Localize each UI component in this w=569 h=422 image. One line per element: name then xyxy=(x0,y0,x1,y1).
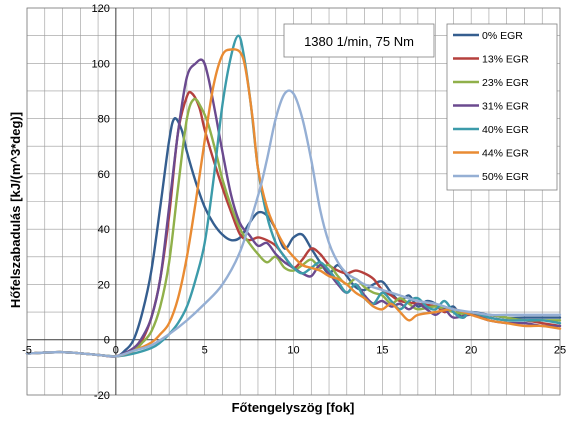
y-tick-label: 100 xyxy=(91,58,109,70)
x-tick-label: 5 xyxy=(202,345,208,357)
plot-area-border xyxy=(26,7,561,396)
legend-box xyxy=(446,23,558,191)
x-tick-label: -5 xyxy=(22,345,32,357)
legend: 0% EGR 13% EGR 23% EGR 31% EGR 40% EGR 44% EG… xyxy=(446,23,558,191)
series-line-50-egr xyxy=(25,89,562,358)
legend-label: 40% EGR xyxy=(482,124,529,136)
y-tick-label: 120 xyxy=(91,3,109,15)
y-tick-label: 40 xyxy=(98,224,110,236)
series-line-40-egr xyxy=(25,34,562,358)
legend-label: 44% EGR xyxy=(482,148,529,160)
y-tick-label: 20 xyxy=(98,279,110,291)
legend-label: 23% EGR xyxy=(482,77,529,89)
x-tick-label: 25 xyxy=(554,345,566,357)
x-tick-label: 0 xyxy=(113,345,119,357)
annotation-box: 1380 1/min, 75 Nm xyxy=(283,23,435,58)
axes xyxy=(26,7,561,396)
annotation-frame xyxy=(283,23,435,58)
x-axis-label: Főtengelyszög [fok] xyxy=(232,400,355,415)
tick-labels: -5 0 5 10 15 20 25 -20 0 20 40 60 80 100 120 xyxy=(22,3,566,402)
y-tick-label: -20 xyxy=(94,390,110,402)
legend-label: 50% EGR xyxy=(482,171,529,183)
legend-label: 13% EGR xyxy=(482,54,529,66)
y-tick-label: 0 xyxy=(104,335,110,347)
x-tick-label: 15 xyxy=(376,345,388,357)
series-lines xyxy=(25,34,562,358)
x-tick-label: 10 xyxy=(287,345,299,357)
y-axis-label: Hőfelszabadulás [kJ/(m^3*deg)] xyxy=(8,112,23,308)
y-tick-label: 80 xyxy=(98,114,110,126)
series-line-44-egr xyxy=(25,48,562,358)
y-tick-label: 60 xyxy=(98,169,110,181)
legend-label: 31% EGR xyxy=(482,101,529,113)
legend-label: 0% EGR xyxy=(482,30,523,42)
x-tick-label: 20 xyxy=(465,345,477,357)
annotation-text: 1380 1/min, 75 Nm xyxy=(304,34,414,49)
